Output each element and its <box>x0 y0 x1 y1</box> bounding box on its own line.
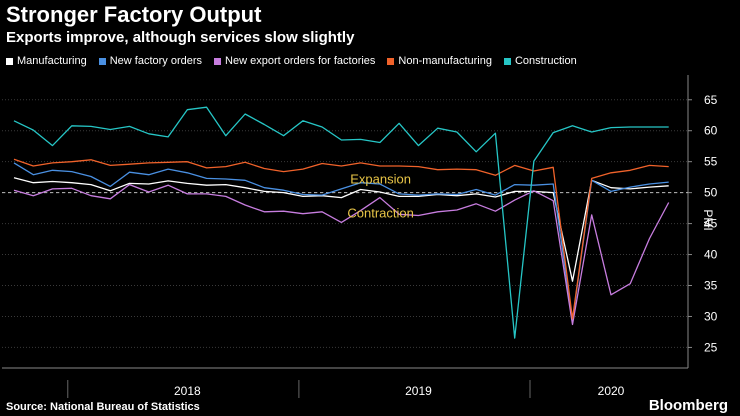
y-tick-label-25: 25 <box>704 340 718 354</box>
x-year-label-2018: 2018 <box>174 384 201 398</box>
y-tick-label-45: 45 <box>704 217 718 231</box>
legend-swatch <box>214 57 222 65</box>
legend-label: Non-manufacturing <box>398 55 492 67</box>
y-axis-label: PMI <box>701 209 715 230</box>
series-line-non-manufacturing <box>13 158 669 320</box>
y-tick-label-35: 35 <box>704 279 718 293</box>
legend-swatch <box>503 57 511 65</box>
legend-item-construction: Construction <box>503 55 577 67</box>
x-year-label-2020: 2020 <box>598 384 625 398</box>
bloomberg-logo: Bloomberg <box>648 397 728 414</box>
y-tick-label-30: 30 <box>704 309 718 323</box>
legend-item-new-factory-orders: New factory orders <box>98 55 203 67</box>
legend-swatch <box>6 57 13 65</box>
legend-item-non-manufacturing: Non-manufacturing <box>387 55 492 67</box>
series-line-new-export-orders-for-factories <box>13 183 670 326</box>
legend-label: New factory orders <box>109 55 203 67</box>
y-tick-label-60: 60 <box>704 124 718 138</box>
series-line-new-factory-orders <box>13 162 669 322</box>
legend-label: Construction <box>514 55 577 67</box>
annotation-expansion: Expansion <box>350 171 411 186</box>
chart-title: Stronger Factory Output <box>6 2 262 27</box>
y-tick-label-65: 65 <box>704 93 718 107</box>
legend-label: New export orders for factories <box>225 55 376 67</box>
chart-legend: Manufacturing New factory orders New expor… <box>6 55 577 67</box>
annotation-contraction: Contraction <box>347 205 413 220</box>
legend-label: Manufacturing <box>17 55 87 67</box>
series-line-manufacturing <box>13 177 669 282</box>
series-line-construction <box>13 106 669 339</box>
y-tick-label-50: 50 <box>704 186 718 200</box>
y-tick-label-40: 40 <box>704 248 718 262</box>
y-tick-label-55: 55 <box>704 155 718 169</box>
legend-item-manufacturing: Manufacturing <box>6 55 87 67</box>
x-year-label-2019: 2019 <box>405 384 432 398</box>
legend-swatch <box>98 57 106 65</box>
legend-item-new-export-orders-for-factories: New export orders for factories <box>214 55 375 67</box>
legend-swatch <box>387 57 395 65</box>
source-note: Source: National Bureau of Statistics <box>6 401 200 413</box>
chart-subtitle: Exports improve, although services slow … <box>6 29 355 46</box>
